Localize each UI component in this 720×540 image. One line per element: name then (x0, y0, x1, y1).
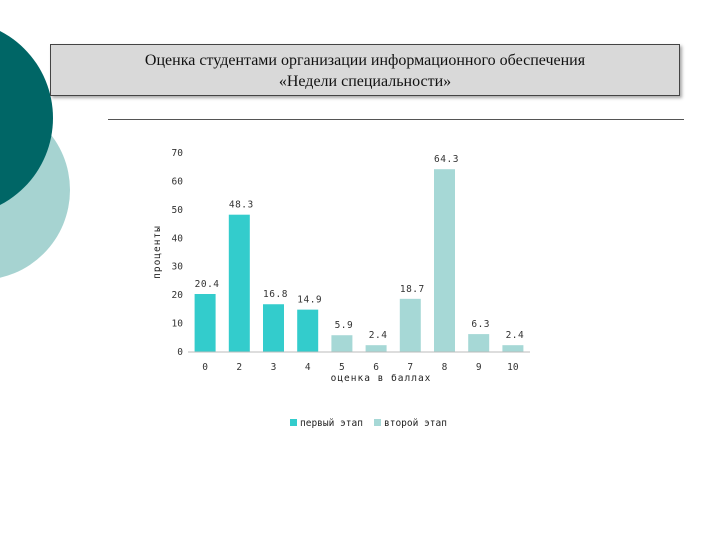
x-tick-label: 2 (236, 362, 242, 373)
bar (228, 214, 250, 352)
y-tick-label: 60 (172, 176, 184, 187)
data-label: 48.3 (229, 200, 254, 211)
legend-swatch (290, 419, 297, 426)
y-tick-label: 50 (172, 205, 184, 216)
slide-title-line-2: «Недели специальности» (278, 73, 452, 90)
legend-swatch (374, 419, 381, 426)
bar (399, 298, 421, 352)
data-label: 2.4 (369, 330, 388, 341)
x-tick-label: 9 (476, 362, 482, 373)
y-axis-title: проценты (152, 225, 163, 279)
y-tick-label: 40 (172, 233, 184, 244)
y-tick-label: 0 (177, 347, 183, 358)
x-tick-label: 5 (339, 362, 345, 373)
data-label: 16.8 (263, 289, 288, 300)
bar (434, 169, 455, 352)
title-underline (108, 119, 684, 120)
legend: первый этап второй этап (290, 418, 447, 429)
slide-decoration (0, 30, 70, 278)
bar (194, 294, 216, 352)
data-label: 6.3 (471, 319, 490, 330)
x-tick-label: 8 (442, 362, 448, 373)
bar (468, 334, 490, 352)
legend-label: первый этап (300, 418, 363, 429)
legend-label: второй этап (384, 418, 447, 429)
data-label: 5.9 (335, 320, 354, 331)
y-tick-label: 10 (172, 319, 184, 330)
bar (331, 335, 353, 352)
bar (297, 309, 319, 352)
data-label: 20.4 (195, 279, 220, 290)
data-label: 14.9 (297, 295, 322, 306)
y-tick-label: 30 (172, 262, 184, 273)
x-tick-label: 10 (507, 362, 519, 373)
decor-circle-dark (0, 30, 53, 206)
bars: 20.4 48.3 16.8 14.9 5.9 2.4 18.7 64.3 6.3 2.4 (194, 154, 525, 352)
x-tick-label: 6 (373, 362, 379, 373)
slide-title-line-1: Оценка студентами организации информацио… (144, 52, 586, 69)
x-tick-label: 7 (407, 362, 413, 373)
x-axis-title: оценка в баллах (331, 373, 432, 384)
bar (263, 304, 284, 352)
y-axis: 0 10 20 30 40 50 60 70 (172, 148, 184, 358)
bar (365, 345, 387, 352)
y-tick-label: 20 (172, 290, 184, 301)
x-tick-label: 0 (202, 362, 208, 373)
x-tick-label: 4 (305, 362, 311, 373)
bar (502, 345, 524, 352)
data-label: 2.4 (506, 330, 525, 341)
slide-title: Оценка студентами организации информацио… (50, 44, 680, 96)
data-label: 64.3 (434, 154, 459, 165)
x-axis: 0 2 3 4 5 6 7 8 9 10 (188, 351, 530, 373)
x-tick-label: 3 (271, 362, 277, 373)
data-label: 18.7 (400, 284, 425, 295)
y-tick-label: 70 (172, 148, 184, 159)
